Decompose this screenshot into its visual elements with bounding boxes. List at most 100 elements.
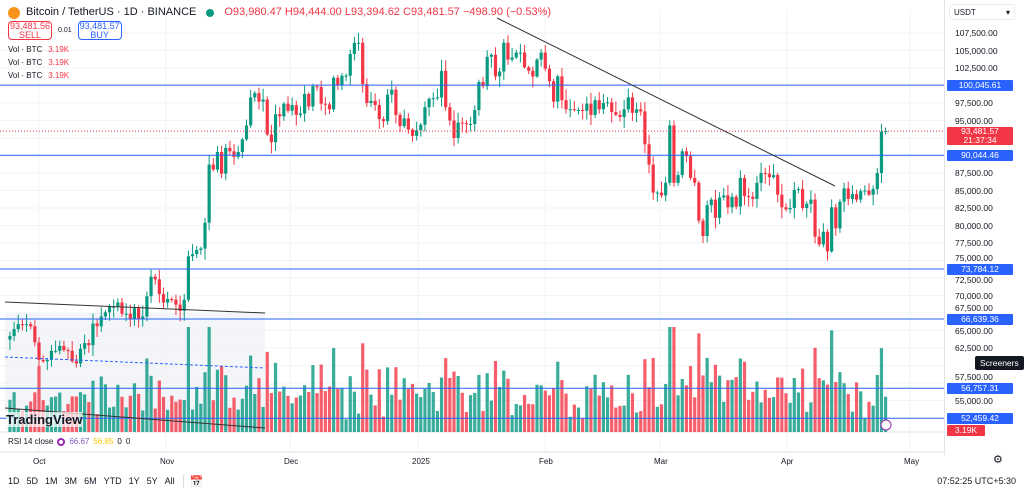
- volume-bar: [552, 388, 556, 432]
- price-chart[interactable]: [0, 0, 944, 455]
- volume-bar: [610, 385, 614, 432]
- volume-bar: [278, 391, 282, 432]
- volume-bar: [207, 327, 211, 432]
- candle-body: [688, 156, 693, 178]
- volume-bar: [103, 384, 107, 432]
- volume-bar: [676, 395, 680, 432]
- price-tick: 77,500.00: [955, 238, 993, 248]
- candle-body: [415, 130, 419, 136]
- candle-body: [713, 199, 718, 218]
- screeners-tooltip[interactable]: Screeners: [975, 356, 1024, 370]
- candle-body: [830, 207, 834, 252]
- candle-body: [16, 324, 20, 330]
- candle-body: [45, 359, 49, 362]
- candle-body: [24, 324, 29, 326]
- candle-body: [99, 316, 103, 327]
- candle-body: [315, 86, 319, 88]
- range-button-all[interactable]: All: [164, 476, 175, 486]
- candle-body: [37, 342, 41, 360]
- volume-legend[interactable]: Vol · BTC 3.19K: [8, 45, 69, 55]
- volume-legend[interactable]: Vol · BTC 3.19K: [8, 71, 69, 81]
- candle-body: [709, 199, 713, 206]
- sell-button[interactable]: 93,481.56 SELL: [8, 21, 52, 40]
- candle-body: [323, 103, 327, 105]
- volume-bar: [809, 402, 813, 432]
- volume-bar: [327, 386, 332, 432]
- volume-bar: [294, 397, 298, 432]
- candle-body: [232, 151, 236, 157]
- settings-icon[interactable]: ⚙: [993, 454, 1003, 466]
- volume-bar: [435, 410, 439, 432]
- symbol-title[interactable]: Bitcoin / TetherUS · 1D · BINANCE: [26, 6, 197, 18]
- candle-body: [33, 326, 37, 343]
- date-range-icon[interactable]: 📅: [182, 474, 203, 488]
- range-button-5y[interactable]: 5Y: [146, 476, 158, 486]
- volume-bar: [622, 405, 626, 432]
- volume-bar: [780, 377, 784, 432]
- range-button-1m[interactable]: 1M: [45, 476, 58, 486]
- price-tick: 102,500.00: [955, 63, 998, 73]
- volume-bar: [585, 386, 589, 432]
- volume-bar: [502, 370, 506, 432]
- volume-bar: [556, 361, 560, 432]
- candle-body: [224, 147, 228, 174]
- currency-label: USDT: [954, 8, 976, 17]
- volume-bar: [182, 400, 186, 432]
- volume-bar: [269, 393, 273, 432]
- volume-bar: [568, 416, 572, 432]
- candle-body: [377, 105, 381, 120]
- candle-body: [859, 191, 863, 200]
- volume-legend[interactable]: Vol · BTC 3.19K: [8, 58, 69, 68]
- price-axis[interactable]: USDT ▾ 100,045.61 90,044.46 73,784.12 66,639…: [944, 0, 1024, 466]
- time-axis-label: May: [904, 457, 920, 466]
- range-button-1y[interactable]: 1Y: [128, 476, 140, 486]
- volume-bar: [298, 395, 303, 432]
- clock[interactable]: 07:52:25 UTC+5:30: [937, 476, 1016, 486]
- candle-body: [58, 345, 62, 351]
- candle-body: [249, 97, 253, 126]
- candle-body: [116, 302, 120, 307]
- candle-body: [29, 324, 33, 327]
- price-tick: 67,500.00: [955, 303, 993, 314]
- candle-body: [809, 199, 813, 204]
- candle-body: [149, 276, 153, 297]
- candle-body: [622, 109, 626, 117]
- volume-bar: [352, 391, 356, 432]
- candle-body: [190, 254, 195, 257]
- range-button-3m[interactable]: 3M: [64, 476, 78, 486]
- range-button-1d[interactable]: 1D: [8, 476, 20, 486]
- candle-body: [170, 299, 174, 300]
- volume-bar: [398, 399, 402, 432]
- buy-label: BUY: [90, 30, 109, 40]
- range-button-ytd[interactable]: YTD: [103, 476, 122, 486]
- candle-body: [531, 70, 535, 77]
- volume-bar: [630, 393, 635, 432]
- candle-body: [95, 323, 99, 327]
- range-button-6m[interactable]: 6M: [84, 476, 97, 486]
- tradingview-logo[interactable]: TradingView: [6, 412, 83, 427]
- volume-bar: [788, 402, 792, 432]
- buy-button[interactable]: 93,481.57 BUY: [77, 21, 122, 40]
- candle-body: [307, 93, 311, 107]
- volume-bar: [99, 376, 103, 432]
- bottom-toolbar: 1D 5D 1M 3M 6M YTD 1Y 5Y All 📅 07:52:25 UTC+5:30: [0, 470, 1024, 492]
- level-price-label: 73,784.12: [947, 263, 1013, 275]
- range-button-5d[interactable]: 5D: [26, 476, 39, 486]
- candle-body: [54, 350, 58, 352]
- rsi-legend[interactable]: RSI 14 close 66.67 56.85 0 0: [8, 437, 130, 447]
- market-open-icon: [206, 8, 215, 17]
- price-tick: 65,000.00: [955, 325, 993, 336]
- time-axis-label: 2025: [412, 457, 430, 466]
- candle-body: [680, 151, 684, 176]
- volume-bar: [734, 377, 738, 432]
- rsi-settings-icon[interactable]: [57, 438, 66, 446]
- currency-select[interactable]: USDT ▾: [949, 4, 1015, 20]
- volume-label: Vol · BTC: [8, 71, 43, 80]
- volume-bar: [510, 415, 514, 432]
- candle-body: [801, 189, 805, 208]
- time-axis-label: Dec: [284, 457, 299, 466]
- volume-bar: [825, 384, 830, 432]
- volume-bar: [361, 343, 365, 432]
- volume-bar: [116, 384, 120, 432]
- volume-bar: [522, 394, 527, 432]
